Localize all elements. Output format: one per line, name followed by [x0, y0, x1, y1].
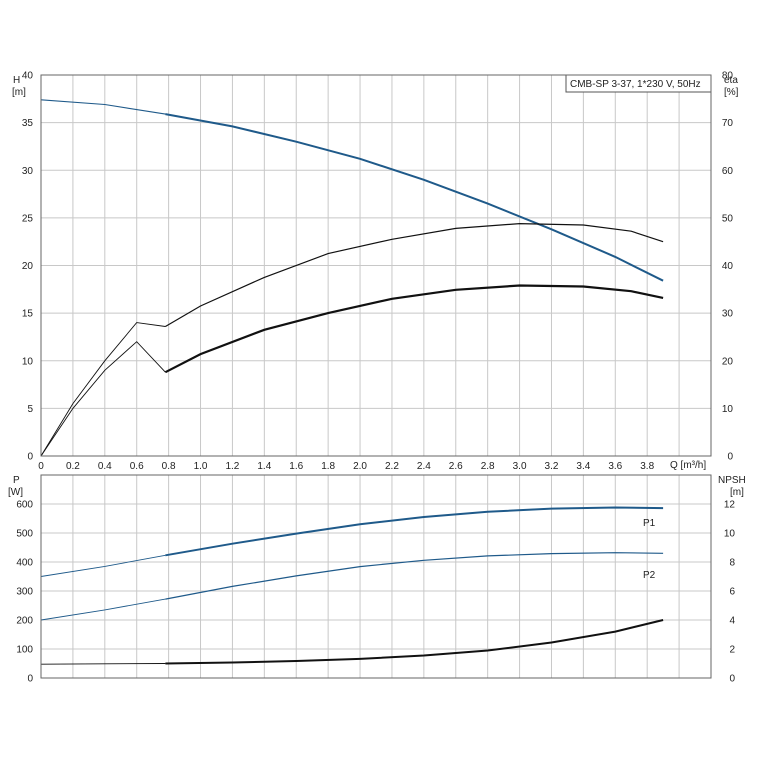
- h-tick-label: 0: [27, 452, 33, 463]
- eta-axis-label: eta: [724, 75, 738, 86]
- p-tick-label: 500: [16, 529, 33, 540]
- npsh-tick-label: 4: [729, 616, 735, 627]
- x-tick-label: 3.8: [640, 461, 654, 472]
- x-tick-label: 1.2: [225, 461, 239, 472]
- top-series-line: [165, 113, 664, 282]
- p-axis-label: P: [13, 475, 20, 486]
- npsh-tick-label: 10: [724, 529, 736, 540]
- npsh-tick-label: 8: [729, 558, 735, 569]
- top-series-group: [40, 99, 664, 457]
- eta-tick-label: 10: [722, 404, 734, 415]
- h-tick-label: 35: [22, 118, 34, 129]
- x-tick-label: 0.4: [98, 461, 112, 472]
- x-tick-label: 0.8: [162, 461, 176, 472]
- npsh-axis-label: NPSH: [718, 475, 746, 486]
- h-axis-label: H: [13, 75, 20, 86]
- eta-tick-label: 60: [722, 166, 734, 177]
- eta-tick-label: 0: [727, 452, 733, 463]
- h-tick-label: 25: [22, 213, 34, 224]
- series-label-p1: P1: [643, 518, 656, 529]
- npsh-tick-label: 6: [729, 587, 735, 598]
- p-tick-label: 600: [16, 500, 33, 511]
- x-tick-label: 3.6: [608, 461, 622, 472]
- x-tick-label: 1.0: [194, 461, 208, 472]
- x-tick-label: 3.0: [513, 461, 527, 472]
- x-tick-label: 2.0: [353, 461, 367, 472]
- p-axis-unit: [W]: [8, 487, 23, 498]
- x-tick-label: 3.4: [576, 461, 590, 472]
- bottom-series-group: [40, 506, 664, 665]
- x-tick-label: 1.4: [257, 461, 271, 472]
- x-tick-label: 3.2: [545, 461, 559, 472]
- p-tick-label: 300: [16, 587, 33, 598]
- bottom-series-line: [165, 506, 664, 557]
- q-axis-label: Q [m³/h]: [670, 460, 706, 471]
- npsh-tick-label: 0: [729, 674, 735, 685]
- h-tick-label: 15: [22, 309, 34, 320]
- p-tick-label: 100: [16, 645, 33, 656]
- x-tick-label: 2.2: [385, 461, 399, 472]
- chart-title: CMB-SP 3-37, 1*230 V, 50Hz: [570, 79, 701, 90]
- top-series-line: [165, 222, 664, 328]
- h-tick-label: 20: [22, 261, 34, 272]
- top-series-line-thin: [40, 322, 166, 457]
- npsh-tick-label: 2: [729, 645, 735, 656]
- eta-tick-label: 20: [722, 356, 734, 367]
- npsh-axis-unit: [m]: [730, 487, 744, 498]
- bottom-series-line: [165, 552, 664, 600]
- x-tick-label: 2.8: [481, 461, 495, 472]
- eta-axis-unit: [%]: [724, 87, 739, 98]
- top-series-line-thin: [40, 99, 166, 115]
- eta-tick-label: 50: [722, 213, 734, 224]
- p-tick-label: 400: [16, 558, 33, 569]
- tick-labels-group: 0 0.2 0.4 0.6 0.8 1.0 1.2 1.4 1.6 1.8 2.0 2.2 2.4 2.6…: [16, 71, 735, 685]
- x-tick-label: 1.6: [289, 461, 303, 472]
- eta-tick-label: 70: [722, 118, 734, 129]
- x-tick-label: 2.4: [417, 461, 431, 472]
- h-axis-unit: [m]: [12, 87, 26, 98]
- top-grid: [40, 74, 712, 457]
- bottom-series-line-thin: [40, 554, 166, 577]
- p-tick-label: 200: [16, 616, 33, 627]
- h-tick-label: 40: [22, 71, 34, 82]
- p-tick-label: 0: [27, 674, 33, 685]
- bottom-series-line-thin: [40, 598, 166, 621]
- eta-tick-label: 30: [722, 309, 734, 320]
- eta-tick-label: 40: [722, 261, 734, 272]
- h-tick-label: 10: [22, 356, 34, 367]
- bottom-plot-frame: [40, 474, 712, 679]
- npsh-tick-label: 12: [724, 500, 736, 511]
- x-tick-label: 0.6: [130, 461, 144, 472]
- h-tick-label: 30: [22, 166, 34, 177]
- x-tick-label: 0: [38, 461, 44, 472]
- series-label-p2: P2: [643, 570, 656, 581]
- top-series-line-thin: [40, 341, 166, 457]
- bottom-series-line-thin: [40, 663, 166, 665]
- top-plot-frame: [40, 74, 712, 457]
- x-tick-label: 1.8: [321, 461, 335, 472]
- x-tick-label: 0.2: [66, 461, 80, 472]
- bottom-series-line: [165, 619, 664, 665]
- bottom-grid: [40, 474, 712, 679]
- h-tick-label: 5: [27, 404, 33, 415]
- eta-tick-label: 80: [722, 71, 734, 82]
- x-tick-label: 2.6: [449, 461, 463, 472]
- top-series-line: [164, 284, 664, 374]
